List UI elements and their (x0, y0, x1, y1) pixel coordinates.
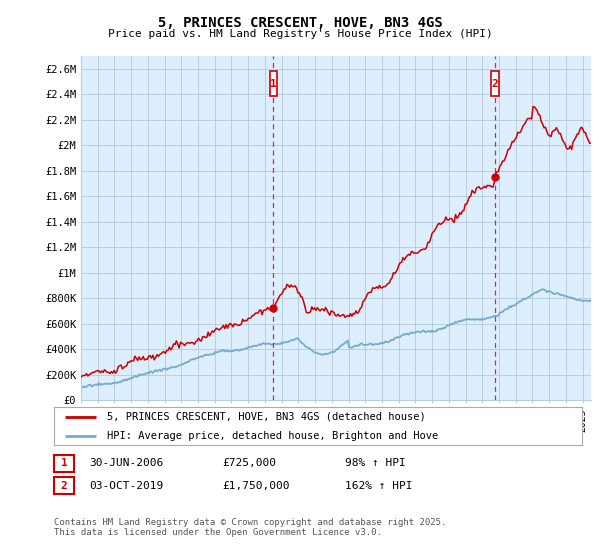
Text: 1: 1 (270, 78, 277, 88)
Text: 5, PRINCES CRESCENT, HOVE, BN3 4GS (detached house): 5, PRINCES CRESCENT, HOVE, BN3 4GS (deta… (107, 412, 425, 422)
Text: £1,750,000: £1,750,000 (222, 480, 290, 491)
Text: 5, PRINCES CRESCENT, HOVE, BN3 4GS: 5, PRINCES CRESCENT, HOVE, BN3 4GS (158, 16, 442, 30)
Text: 2: 2 (61, 480, 67, 491)
Text: Contains HM Land Registry data © Crown copyright and database right 2025.
This d: Contains HM Land Registry data © Crown c… (54, 518, 446, 538)
Text: 162% ↑ HPI: 162% ↑ HPI (345, 480, 413, 491)
Text: Price paid vs. HM Land Registry's House Price Index (HPI): Price paid vs. HM Land Registry's House … (107, 29, 493, 39)
Text: 1: 1 (61, 458, 67, 468)
Text: 2: 2 (491, 78, 498, 88)
Text: £725,000: £725,000 (222, 458, 276, 468)
Text: 98% ↑ HPI: 98% ↑ HPI (345, 458, 406, 468)
Text: 03-OCT-2019: 03-OCT-2019 (89, 480, 163, 491)
Text: 30-JUN-2006: 30-JUN-2006 (89, 458, 163, 468)
Text: HPI: Average price, detached house, Brighton and Hove: HPI: Average price, detached house, Brig… (107, 431, 438, 441)
FancyBboxPatch shape (491, 72, 499, 96)
FancyBboxPatch shape (269, 72, 277, 96)
